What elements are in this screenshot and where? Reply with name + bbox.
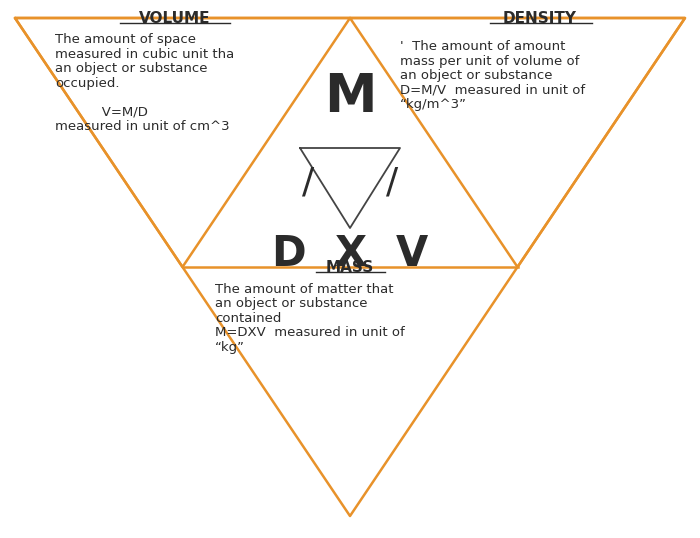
Text: “kg/m^3”: “kg/m^3” bbox=[400, 98, 467, 111]
Text: occupied.: occupied. bbox=[55, 76, 120, 89]
Text: an object or substance: an object or substance bbox=[215, 298, 368, 310]
Text: The amount of space: The amount of space bbox=[55, 33, 196, 46]
Text: V=M/D: V=M/D bbox=[55, 105, 148, 118]
Text: The amount of matter that: The amount of matter that bbox=[215, 283, 393, 296]
Text: contained: contained bbox=[215, 312, 281, 325]
Text: M=DXV  measured in unit of: M=DXV measured in unit of bbox=[215, 327, 405, 339]
Text: M: M bbox=[323, 71, 377, 123]
Text: DENSITY: DENSITY bbox=[503, 11, 577, 26]
Text: mass per unit of volume of: mass per unit of volume of bbox=[400, 54, 580, 67]
Text: '  The amount of amount: ' The amount of amount bbox=[400, 40, 566, 53]
Text: measured in unit of cm^3: measured in unit of cm^3 bbox=[55, 120, 230, 133]
Text: MASS: MASS bbox=[326, 260, 374, 275]
Text: /: / bbox=[386, 166, 398, 200]
Text: /: / bbox=[302, 166, 314, 200]
Text: D: D bbox=[271, 233, 305, 275]
Text: D=M/V  measured in unit of: D=M/V measured in unit of bbox=[400, 83, 585, 96]
Text: X: X bbox=[334, 233, 366, 275]
Text: an object or substance: an object or substance bbox=[400, 69, 552, 82]
Text: measured in cubic unit tha: measured in cubic unit tha bbox=[55, 47, 234, 60]
Text: V: V bbox=[396, 233, 428, 275]
Text: an object or substance: an object or substance bbox=[55, 62, 207, 75]
Text: “kg”: “kg” bbox=[215, 341, 245, 354]
Text: VOLUME: VOLUME bbox=[139, 11, 211, 26]
